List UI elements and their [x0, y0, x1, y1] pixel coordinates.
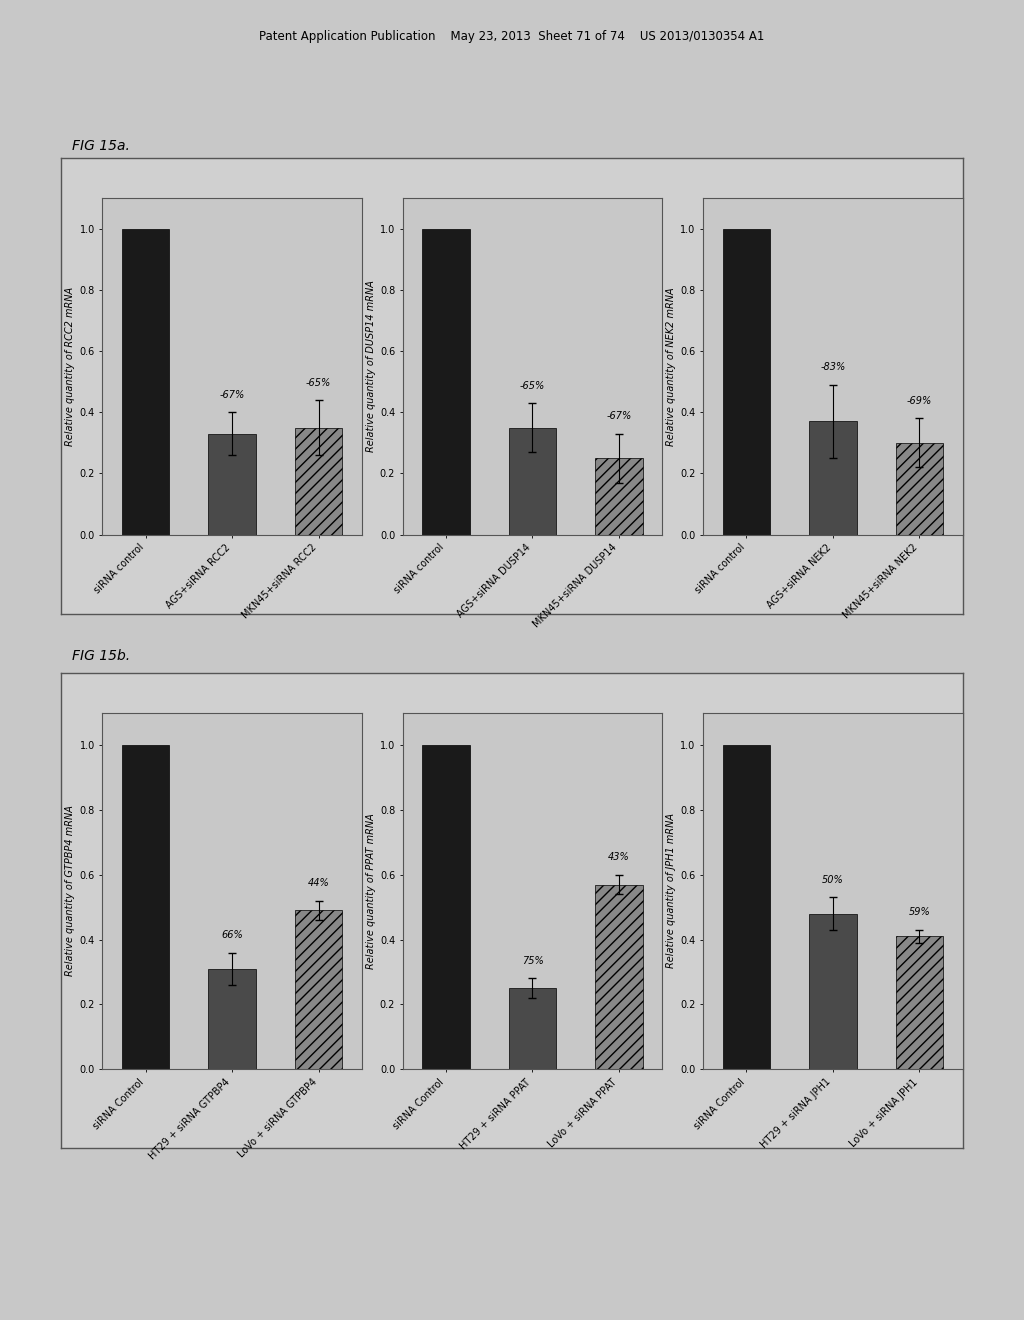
Bar	[723, 746, 770, 1069]
Bar	[509, 989, 556, 1069]
Text: -67%: -67%	[606, 412, 632, 421]
Text: Patent Application Publication    May 23, 2013  Sheet 71 of 74    US 2013/013035: Patent Application Publication May 23, 2…	[259, 30, 765, 44]
Text: -65%: -65%	[306, 378, 331, 388]
Bar	[509, 428, 556, 535]
Bar	[295, 428, 342, 535]
Bar	[422, 228, 470, 535]
Bar	[595, 458, 643, 535]
Bar	[208, 969, 256, 1069]
Text: -83%: -83%	[820, 363, 846, 372]
Bar	[295, 911, 342, 1069]
Y-axis label: Relative quantity of RCC2 mRNA: Relative quantity of RCC2 mRNA	[66, 286, 75, 446]
Text: 50%: 50%	[822, 875, 844, 884]
Text: -67%: -67%	[219, 389, 245, 400]
Text: 66%: 66%	[221, 929, 243, 940]
Y-axis label: Relative quantity of PPAT mRNA: Relative quantity of PPAT mRNA	[366, 813, 376, 969]
Y-axis label: Relative quantity of GTPBP4 mRNA: Relative quantity of GTPBP4 mRNA	[66, 805, 75, 977]
Y-axis label: Relative quantity of NEK2 mRNA: Relative quantity of NEK2 mRNA	[666, 286, 676, 446]
Text: 75%: 75%	[521, 956, 544, 965]
Text: 44%: 44%	[307, 878, 330, 888]
Text: FIG 15a.: FIG 15a.	[72, 139, 130, 153]
Bar	[809, 913, 857, 1069]
Bar	[122, 228, 169, 535]
Bar	[896, 442, 943, 535]
Text: -69%: -69%	[906, 396, 932, 407]
Text: 43%: 43%	[608, 851, 630, 862]
Text: FIG 15b.: FIG 15b.	[72, 649, 130, 664]
Y-axis label: Relative quantity of JPH1 mRNA: Relative quantity of JPH1 mRNA	[666, 813, 676, 969]
Text: -65%: -65%	[520, 380, 545, 391]
Bar	[122, 746, 169, 1069]
Y-axis label: Relative quantity of DUSP14 mRNA: Relative quantity of DUSP14 mRNA	[366, 280, 376, 453]
Text: 59%: 59%	[908, 907, 930, 917]
Bar	[896, 936, 943, 1069]
Bar	[595, 884, 643, 1069]
Bar	[208, 433, 256, 535]
Bar	[723, 228, 770, 535]
Bar	[422, 746, 470, 1069]
Bar	[809, 421, 857, 535]
